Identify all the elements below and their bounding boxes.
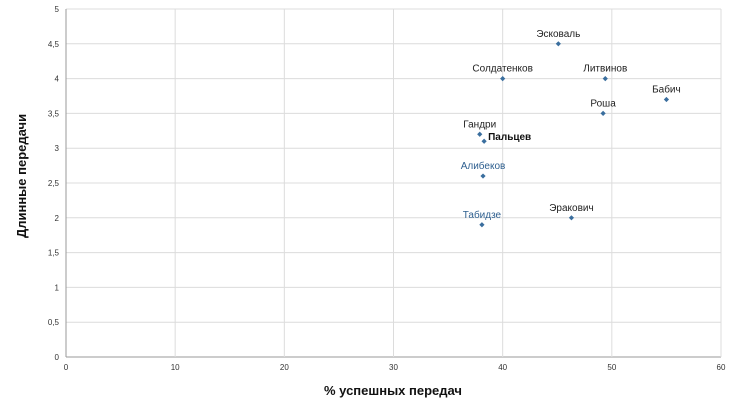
- x-tick-label: 60: [717, 363, 726, 372]
- point-label: Алибеков: [461, 160, 506, 172]
- y-tick-label: 4: [55, 75, 60, 84]
- y-tick-label: 0,5: [48, 318, 60, 327]
- point-label: Гандри: [463, 119, 496, 130]
- x-tick-label: 20: [280, 363, 289, 372]
- point-label: Бабич: [652, 83, 681, 95]
- x-tick-label: 0: [64, 363, 69, 372]
- grid: [65, 8, 722, 358]
- y-tick-label: 4,5: [48, 40, 60, 49]
- x-tick-label: 40: [498, 363, 507, 372]
- point-label: Литвинов: [583, 64, 627, 75]
- x-axis-ticks: 0 10 20 30 40 50 60: [64, 363, 726, 372]
- data-point: [602, 76, 608, 82]
- point-labels: Эсковаль Солдатенков Литвинов Бабич Роша Ганд…: [461, 29, 681, 221]
- data-point: [480, 173, 486, 179]
- x-tick-label: 10: [171, 363, 180, 372]
- data-point: [477, 131, 483, 137]
- y-tick-label: 1: [55, 283, 60, 292]
- y-tick-label: 0: [55, 353, 60, 362]
- data-point: [555, 41, 561, 47]
- data-point: [568, 215, 575, 221]
- x-axis-title: % успешных передач: [324, 383, 462, 398]
- y-tick-label: 1,5: [48, 249, 60, 258]
- point-label: Табидзе: [463, 209, 502, 221]
- y-tick-label: 2,5: [48, 179, 60, 188]
- point-label: Солдатенков: [472, 64, 533, 75]
- y-tick-label: 2: [55, 214, 60, 223]
- x-tick-label: 30: [389, 363, 398, 372]
- y-axis-ticks: 0 0,5 1 1,5 2 2,5 3 3,5 4 4,5 5: [48, 5, 60, 362]
- y-axis-title: Длинные передачи: [14, 114, 29, 238]
- y-tick-label: 3,5: [48, 109, 60, 118]
- data-point: [600, 110, 606, 116]
- point-label: Роша: [590, 98, 616, 109]
- point-label: Пальцев: [488, 132, 531, 143]
- y-tick-label: 3: [55, 144, 60, 153]
- point-label: Эсковаль: [536, 29, 580, 40]
- y-tick-label: 5: [55, 5, 60, 14]
- point-label: Эракович: [549, 203, 593, 214]
- data-point: [481, 138, 487, 144]
- data-point: [500, 76, 506, 82]
- x-tick-label: 50: [607, 363, 616, 372]
- data-point: [479, 222, 485, 228]
- data-points: [477, 41, 670, 228]
- data-point: [663, 96, 670, 103]
